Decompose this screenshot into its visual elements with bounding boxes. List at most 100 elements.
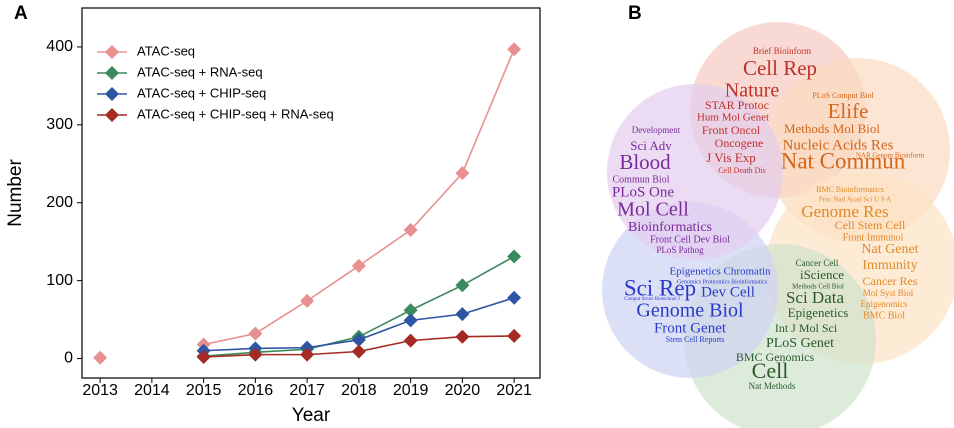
panel-label: A [14, 3, 28, 24]
word: BMC Bioinformatics [816, 185, 884, 194]
y-tick-label: 400 [46, 38, 73, 55]
legend-marker [105, 45, 119, 59]
word: Hum Mol Genet [697, 112, 769, 124]
data-point [455, 329, 470, 344]
y-tick-label: 100 [46, 272, 73, 289]
data-point [300, 293, 315, 308]
legend-marker [105, 87, 119, 101]
word: Genome Biol [636, 300, 744, 322]
word: Immunity [862, 258, 917, 273]
y-tick-label: 0 [64, 350, 73, 367]
word: Nature [725, 80, 780, 102]
cluster-circle [607, 84, 783, 260]
word: Blood [619, 150, 671, 174]
word: Front Immunol [843, 232, 904, 243]
x-tick-label: 2017 [289, 382, 325, 399]
data-point [351, 332, 366, 347]
data-point [507, 290, 522, 305]
data-point [248, 326, 263, 341]
word: PLoS One [612, 184, 674, 200]
word: Sci Adv [630, 138, 672, 153]
word: PLoS Genet [766, 336, 834, 351]
word: Cancer Res [863, 274, 918, 288]
data-point [507, 42, 522, 57]
data-point [455, 166, 470, 181]
x-tick-label: 2021 [496, 382, 532, 399]
x-tick-label: 2013 [82, 382, 118, 399]
data-point [507, 328, 522, 343]
word: Elife [828, 99, 869, 123]
word: Bioinformatics [628, 220, 712, 235]
word: Genomics Proteomics Bioinformatics [677, 278, 768, 285]
data-point [403, 333, 418, 348]
word: Proc Natl Acad Sci U S A [819, 196, 891, 204]
x-tick-label: 2016 [238, 382, 274, 399]
word: Commun Biol [613, 174, 670, 185]
plot-frame [81, 7, 541, 379]
word: Cell Rep [743, 56, 817, 80]
x-axis-label: Year [292, 405, 331, 426]
x-tick-label: 2019 [393, 382, 429, 399]
word: Front Genet [654, 320, 727, 336]
word: J Vis Exp [706, 150, 756, 165]
legend-label: ATAC-seq + CHIP-seq [137, 85, 266, 100]
word: Epigenomics [861, 299, 908, 309]
data-point [455, 278, 470, 293]
data-point [300, 340, 315, 355]
word: Genome Res [801, 202, 888, 221]
word: Epigenetics [788, 305, 849, 320]
word: BMC Biol [863, 310, 905, 321]
word: Stem Cell Reports [666, 335, 725, 344]
word: Methods Cell Biol [792, 283, 844, 291]
data-point [403, 303, 418, 318]
y-tick-label: 300 [46, 116, 73, 133]
word: Cell Death Dis [718, 166, 766, 175]
word: Oncogene [715, 136, 764, 150]
y-axis-label: Number [5, 159, 26, 227]
legend-label: ATAC-seq [137, 43, 195, 58]
word: Methods Mol Biol [784, 121, 880, 136]
word: Sci Rep [624, 275, 696, 300]
data-point [455, 307, 470, 322]
word: STAR Protoc [705, 98, 769, 112]
data-point [351, 344, 366, 359]
word: Nat Commun [781, 148, 906, 173]
word: Front Oncol [702, 123, 761, 137]
word: Epigenetics Chromatin [669, 266, 771, 278]
legend-label: ATAC-seq + RNA-seq [137, 64, 263, 79]
panel-label: B [628, 3, 642, 24]
word: PLoS Pathog [656, 245, 704, 255]
word: Comput Struct Biotechnol J [624, 297, 680, 302]
word: Cell Stem Cell [835, 218, 906, 232]
data-point [248, 347, 263, 362]
x-tick-label: 2014 [134, 382, 170, 399]
word: iScience [800, 267, 844, 282]
legend-marker [105, 66, 119, 80]
data-point [403, 223, 418, 237]
word: PLoS Comput Biol [812, 91, 874, 100]
word: Int J Mol Sci [775, 321, 838, 335]
x-tick-label: 2018 [341, 382, 377, 399]
word: NAR Genom Bioinform [856, 152, 925, 160]
word: Dev Cell [701, 284, 755, 300]
word: Nat Methods [749, 381, 796, 391]
word: Development [632, 125, 681, 135]
word: Front Cell Dev Biol [650, 234, 730, 245]
data-point [300, 347, 315, 362]
legend-label: ATAC-seq + CHIP-seq + RNA-seq [137, 106, 334, 121]
x-tick-label: 2015 [186, 382, 222, 399]
word: Mol Cell [617, 199, 689, 221]
data-point [196, 349, 211, 364]
word: Brief Bioinform [753, 46, 811, 56]
y-tick-label: 200 [46, 194, 73, 211]
word: Cancer Cell [796, 258, 839, 268]
word: Sci Data [786, 288, 845, 307]
x-tick-label: 2020 [445, 382, 481, 399]
data-point [403, 313, 418, 328]
word: Nat Genet [861, 242, 918, 257]
data-point [93, 350, 108, 365]
word: Cell [752, 358, 789, 383]
legend-marker [105, 108, 119, 122]
